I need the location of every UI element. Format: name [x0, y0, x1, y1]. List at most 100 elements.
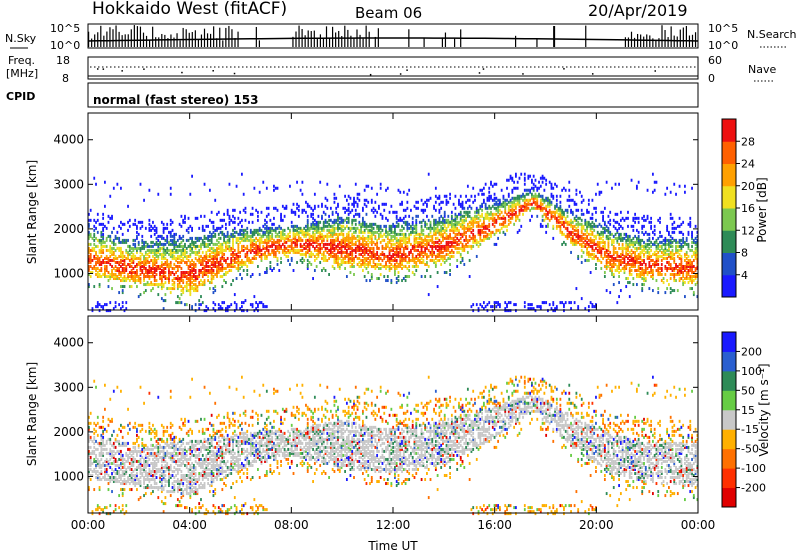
power-cell [484, 226, 487, 230]
power-cell [607, 220, 610, 224]
power-cell [303, 242, 306, 246]
power-cell [185, 254, 188, 258]
power-cell [360, 248, 363, 252]
power-cell [490, 196, 492, 200]
power-cell [488, 236, 491, 240]
power-cell [340, 242, 343, 246]
power-cell [205, 262, 208, 266]
power-cell [454, 234, 457, 238]
power-cell [660, 258, 663, 262]
power-cell [630, 242, 633, 246]
power-cell [100, 244, 103, 248]
power-cell [634, 212, 637, 216]
power-cell [111, 230, 113, 234]
power-cell [646, 256, 649, 260]
power-cell [651, 172, 654, 176]
power-cell [308, 234, 311, 238]
power-cell [184, 273, 186, 277]
power-cell [210, 266, 213, 270]
power-cell [208, 248, 211, 252]
power-cell [650, 266, 653, 270]
power-cell [192, 275, 195, 279]
power-cell [139, 246, 142, 250]
power-cell [598, 190, 601, 194]
power-cell [169, 238, 172, 242]
power-cell [169, 186, 172, 190]
power-cell [498, 228, 501, 232]
power-cell [616, 252, 619, 256]
power-cell [121, 238, 124, 242]
power-cell [482, 216, 485, 220]
power-cell [171, 266, 174, 270]
power-cell [313, 246, 316, 250]
power-cell [335, 232, 338, 236]
power-cell [278, 244, 281, 248]
power-cell [434, 186, 437, 190]
power-cell [356, 212, 359, 216]
power-cell [283, 246, 286, 250]
power-cell [406, 240, 409, 244]
power-cell [555, 305, 558, 309]
power-cell [189, 264, 192, 268]
power-cell [399, 248, 402, 252]
power-cell [481, 202, 483, 206]
power-cell [386, 240, 389, 244]
power-cell [278, 230, 281, 234]
power-cell [525, 198, 528, 202]
power-cell [118, 268, 121, 272]
power-cell [150, 250, 153, 254]
power-cell [420, 230, 423, 234]
power-cell [497, 206, 500, 210]
power-cell [395, 238, 398, 242]
power-cell [559, 224, 562, 228]
power-cell [194, 252, 197, 256]
power-cell [205, 271, 208, 275]
power-cell [230, 256, 233, 260]
power-cell [200, 260, 202, 264]
power-cell [470, 216, 473, 220]
power-cell [632, 250, 635, 254]
power-cell [287, 248, 290, 252]
power-cell [641, 266, 644, 270]
power-cell [452, 254, 455, 258]
power-cell [630, 264, 633, 268]
power-cell [107, 248, 110, 252]
power-cell [358, 220, 361, 224]
power-cell [433, 218, 435, 222]
power-cell [353, 204, 355, 208]
power-cell [381, 252, 384, 256]
power-cell [305, 234, 307, 238]
power-cell [397, 246, 400, 250]
power-cell [632, 228, 635, 232]
power-cell [146, 242, 149, 246]
power-cell [260, 258, 263, 262]
power-cell [518, 202, 521, 206]
power-cell [404, 240, 407, 244]
power-cell [354, 226, 357, 230]
power-cell [447, 242, 450, 246]
power-cell [292, 230, 295, 234]
power-cell [367, 242, 370, 246]
power-cell [488, 196, 491, 200]
power-cell [118, 248, 121, 252]
power-cell [162, 230, 165, 234]
power-cell [390, 242, 393, 246]
power-cell [224, 246, 227, 250]
power-cell [454, 194, 457, 198]
power-cell [509, 216, 512, 220]
nsky-bar [585, 25, 587, 47]
power-cell [321, 240, 323, 244]
power-cell [173, 285, 176, 289]
power-cell [381, 214, 384, 218]
power-cell [223, 273, 226, 277]
power-cell [593, 248, 596, 252]
power-cell [118, 291, 121, 295]
power-cell [219, 246, 222, 250]
power-cell [598, 222, 601, 226]
power-cell [194, 287, 197, 291]
power-cell [345, 248, 348, 252]
power-cell [100, 266, 103, 270]
power-cell [390, 262, 393, 266]
power-cell [568, 222, 571, 226]
power-cell [386, 234, 389, 238]
